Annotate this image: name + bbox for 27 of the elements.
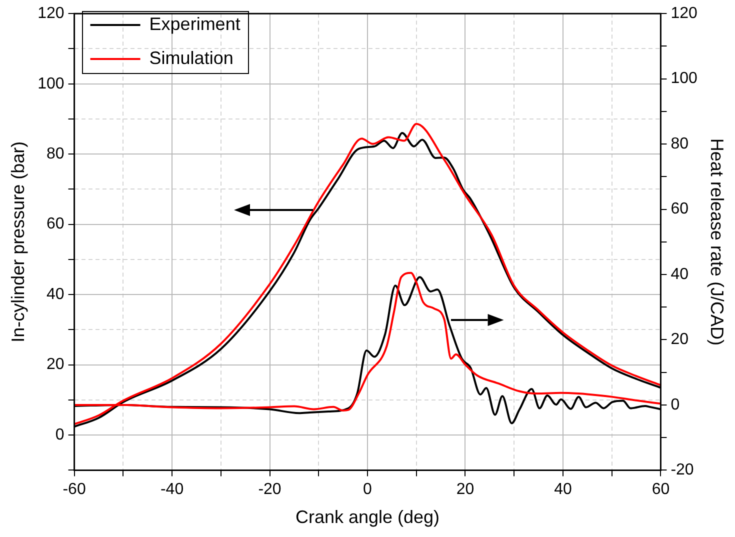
legend-label: Experiment: [149, 14, 240, 34]
y-axis-title: In-cylinder pressure (bar): [8, 141, 28, 342]
x-tick-label: 40: [554, 481, 572, 498]
y2-tick-label: 0: [670, 396, 680, 414]
y-tick-label: 0: [55, 426, 64, 444]
y2-tick-label: -20: [670, 462, 694, 479]
y-tick-label: 20: [46, 356, 64, 374]
y2-tick-label: 60: [670, 200, 689, 218]
y2-axis-title: Heat release rate (J/CAD): [707, 138, 728, 346]
x-tick-label: 60: [652, 481, 670, 498]
x-tick-label: 0: [363, 481, 372, 498]
y-tick-label: 80: [46, 146, 64, 162]
y-tick-label: 60: [46, 216, 64, 233]
y-tick-label: 120: [38, 5, 64, 22]
x-tick-label: -20: [258, 481, 282, 498]
y2-tick-label: 120: [670, 5, 698, 22]
y-tick-label: 100: [38, 75, 64, 92]
x-tick-label: 20: [456, 481, 474, 498]
x-tick-label: -60: [62, 481, 86, 498]
y2-tick-label: 40: [670, 266, 689, 283]
y-tick-label: 40: [46, 286, 64, 303]
x-axis-title: Crank angle (deg): [295, 507, 440, 528]
y2-tick-label: 80: [670, 135, 689, 152]
y2-tick-label: 100: [670, 70, 698, 88]
x-tick-label: -40: [160, 481, 184, 498]
legend-label: Simulation: [149, 48, 234, 68]
y2-tick-label: 20: [670, 331, 689, 348]
